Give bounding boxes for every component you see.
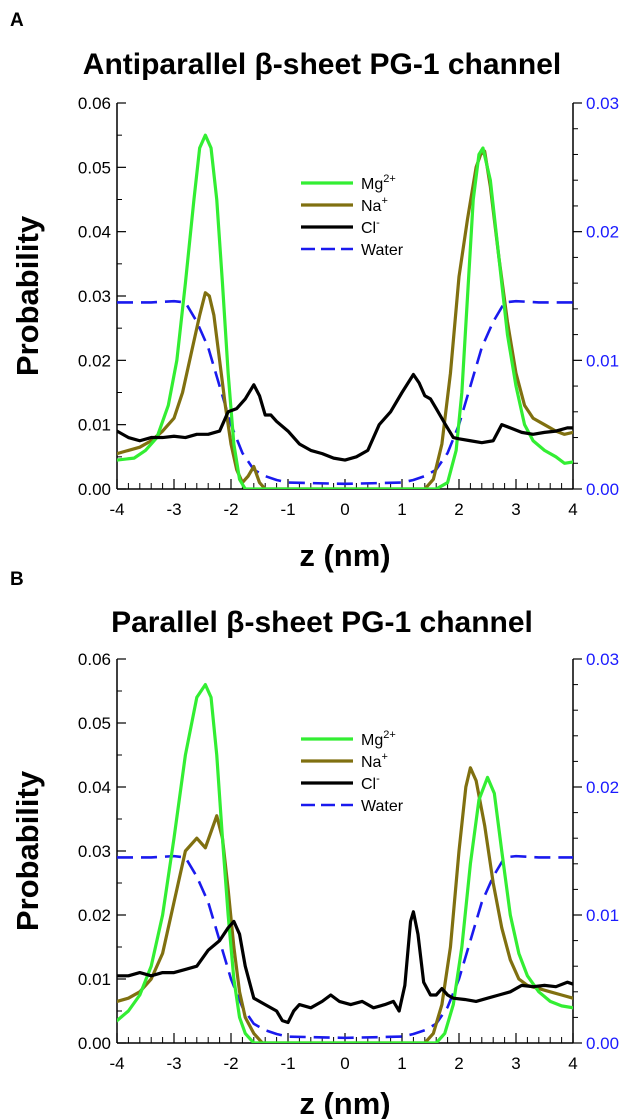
legend-label-cl: Cl- bbox=[361, 773, 380, 793]
y-tick-label-left: 0.01 bbox=[78, 970, 111, 989]
x-tick-label: 1 bbox=[397, 500, 406, 519]
y-tick-label-right: 0.00 bbox=[586, 480, 619, 499]
series-line-cl bbox=[117, 910, 573, 1025]
y-tick-label-left: 0.04 bbox=[78, 778, 111, 797]
legend-label-water: Water bbox=[361, 798, 404, 815]
chart-title: Parallel β-sheet PG-1 channel bbox=[111, 606, 533, 639]
y-tick-label-left: 0.06 bbox=[78, 94, 111, 113]
y-axis-title: Probability bbox=[10, 215, 45, 376]
y-tick-label-left: 0.02 bbox=[78, 351, 111, 370]
legend-label-mg: Mg2+ bbox=[361, 729, 396, 749]
x-tick-label: 0 bbox=[340, 500, 349, 519]
x-tick-label: 3 bbox=[511, 500, 520, 519]
series-line-cl bbox=[117, 372, 573, 462]
y-tick-label-right: 0.02 bbox=[586, 778, 619, 797]
chart-panel-a: A Antiparallel β-sheet PG-1 channel 0.00 0.… bbox=[10, 10, 619, 573]
x-tick-label: 1 bbox=[397, 1054, 406, 1073]
y-axis-title: Probability bbox=[10, 770, 45, 931]
y-tick-label-right: 0.02 bbox=[586, 223, 619, 242]
y-tick-label-left: 0.04 bbox=[78, 223, 111, 242]
legend-label-na: Na+ bbox=[361, 751, 388, 771]
x-tick-label: 4 bbox=[568, 1054, 577, 1073]
x-tick-label: 2 bbox=[454, 500, 463, 519]
legend-label-sup: + bbox=[381, 195, 387, 207]
legend-label-sup: - bbox=[376, 217, 380, 229]
y-tick-label-left: 0.03 bbox=[78, 287, 111, 306]
legend-label-na: Na+ bbox=[361, 195, 388, 215]
x-tick-label: -3 bbox=[166, 1054, 181, 1073]
x-tick-label: -2 bbox=[223, 1054, 238, 1073]
x-axis-title: z (nm) bbox=[299, 1086, 390, 1119]
y-tick-label-left: 0.00 bbox=[78, 480, 111, 499]
legend-label-sup: + bbox=[381, 751, 387, 763]
legend-label-name: Water bbox=[361, 242, 404, 259]
series-line-mg bbox=[117, 683, 573, 1043]
legend-label-cl: Cl- bbox=[361, 217, 380, 237]
y-tick-label-right: 0.01 bbox=[586, 351, 619, 370]
panel-letter: A bbox=[10, 10, 24, 31]
x-tick-label: -1 bbox=[280, 500, 295, 519]
legend: Mg2+Na+Cl-Water bbox=[301, 729, 404, 815]
series-line-na bbox=[117, 149, 573, 489]
series-line-water bbox=[117, 299, 573, 486]
legend-label-name: Cl bbox=[361, 220, 376, 237]
y-tick-label-left: 0.05 bbox=[78, 714, 111, 733]
x-tick-label: -4 bbox=[109, 1054, 124, 1073]
legend-label-name: Water bbox=[361, 798, 404, 815]
x-tick-label: -4 bbox=[109, 500, 124, 519]
y-tick-label-left: 0.06 bbox=[78, 650, 111, 669]
x-axis-title: z (nm) bbox=[299, 538, 390, 573]
y-tick-label-left: 0.03 bbox=[78, 842, 111, 861]
x-tick-label: -3 bbox=[166, 500, 181, 519]
y-tick-label-left: 0.00 bbox=[78, 1034, 111, 1053]
series-line-mg bbox=[117, 133, 573, 489]
legend-label-sup: - bbox=[376, 773, 380, 785]
x-tick-label: 3 bbox=[511, 1054, 520, 1073]
x-tick-label: -1 bbox=[280, 1054, 295, 1073]
legend-label-name: Na bbox=[361, 198, 382, 215]
chart-panel-b: B Parallel β-sheet PG-1 channel 0.00 0.01 0.… bbox=[10, 569, 619, 1119]
legend: Mg2+Na+Cl-Water bbox=[301, 173, 404, 259]
y-tick-label-right: 0.03 bbox=[586, 650, 619, 669]
legend-label-name: Mg bbox=[361, 176, 383, 193]
legend-label-name: Na bbox=[361, 754, 382, 771]
panel-letter: B bbox=[10, 569, 24, 590]
series-line-water bbox=[117, 854, 573, 1040]
legend-label-name: Cl bbox=[361, 776, 376, 793]
y-tick-label-right: 0.01 bbox=[586, 906, 619, 925]
legend-label-name: Mg bbox=[361, 732, 383, 749]
legend-label-sup: 2+ bbox=[383, 173, 396, 185]
legend-label-mg: Mg2+ bbox=[361, 173, 396, 193]
chart-title: Antiparallel β-sheet PG-1 channel bbox=[83, 48, 561, 81]
x-tick-label: -2 bbox=[223, 500, 238, 519]
y-tick-label-right: 0.03 bbox=[586, 94, 619, 113]
x-tick-label: 2 bbox=[454, 1054, 463, 1073]
legend-label-sup: 2+ bbox=[383, 729, 396, 741]
y-tick-label-right: 0.00 bbox=[586, 1034, 619, 1053]
x-tick-label: 4 bbox=[568, 500, 577, 519]
legend-label-water: Water bbox=[361, 242, 404, 259]
y-tick-label-left: 0.05 bbox=[78, 158, 111, 177]
y-tick-label-left: 0.01 bbox=[78, 416, 111, 435]
x-tick-label: 0 bbox=[340, 1054, 349, 1073]
series-line-na bbox=[117, 766, 573, 1043]
y-tick-label-left: 0.02 bbox=[78, 906, 111, 925]
